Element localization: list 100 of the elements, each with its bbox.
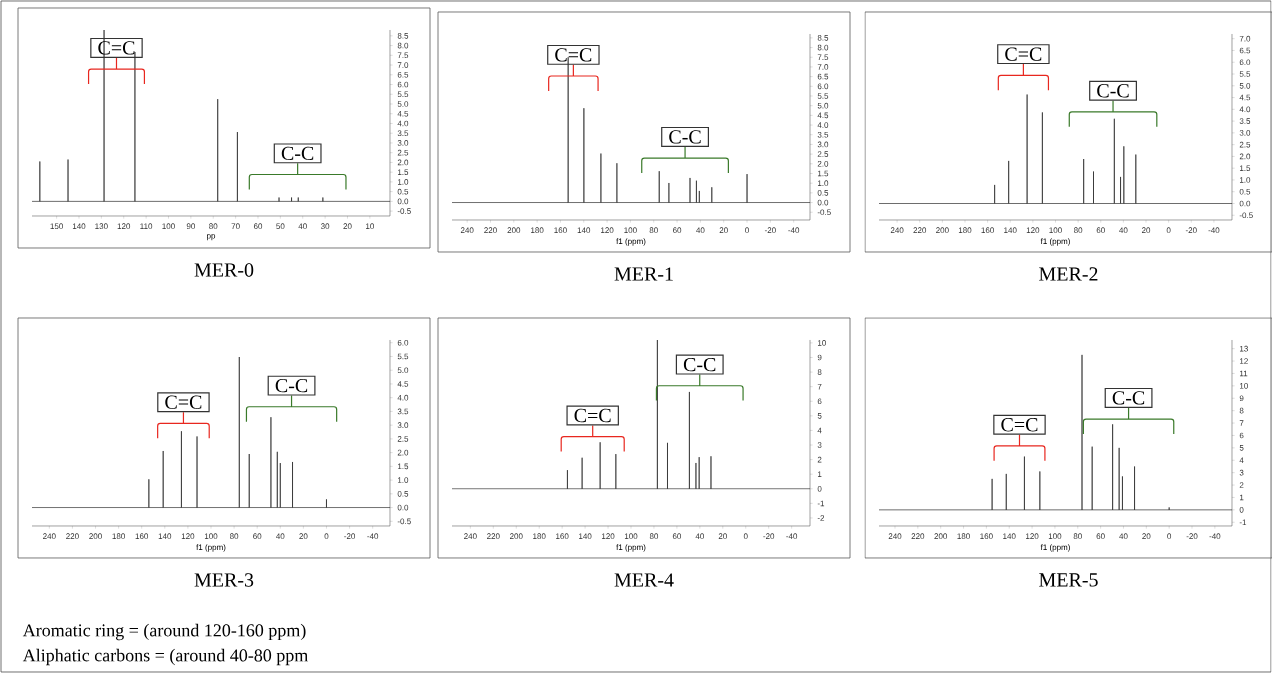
x-tick-label: 80 xyxy=(1073,533,1082,540)
x-axis-title: f1 (ppm) xyxy=(616,238,646,246)
y-tick-label: 8 xyxy=(817,369,822,375)
line-series xyxy=(879,354,1232,511)
x-tick-label: 220 xyxy=(913,227,927,234)
y-tick-label: 0.0 xyxy=(817,199,829,206)
x-tick-label: 120 xyxy=(1026,533,1039,540)
x-tick-label: 60 xyxy=(253,533,262,540)
y-tick-label: 6.5 xyxy=(817,73,829,80)
x-tick-label: 130 xyxy=(95,223,108,230)
annotation: C=C xyxy=(1001,417,1038,432)
x-tick-label: 180 xyxy=(958,227,972,234)
y-tick-label: -0.5 xyxy=(397,208,411,214)
y-tick-label: 1.5 xyxy=(817,170,829,177)
y-tick-label: 5.5 xyxy=(397,91,409,98)
y-tick-label: 4.0 xyxy=(817,122,829,128)
x-tick-label: 140 xyxy=(1004,227,1017,234)
y-tick-label: 2.5 xyxy=(817,151,829,157)
y-tick-label: 4 xyxy=(1239,457,1244,464)
text: MER-1 xyxy=(614,267,673,281)
text: Aromatic ring = (around 120-160 ppm) xyxy=(22,623,306,641)
y-tick-label: 2.0 xyxy=(1239,153,1251,160)
annotation: C=C xyxy=(574,408,611,423)
y-tick-label: 3.5 xyxy=(1239,118,1251,124)
y-tick-label: 3.5 xyxy=(397,130,409,137)
x-tick-label: 100 xyxy=(624,533,638,540)
y-tick-label: 4.0 xyxy=(1239,106,1251,113)
x-tick-label: 100 xyxy=(1048,533,1062,540)
x-tick-label: 200 xyxy=(509,533,523,540)
annotation: C=C xyxy=(1005,47,1042,61)
y-tick-label: 3.5 xyxy=(397,408,409,415)
y-tick-label: 3.0 xyxy=(1239,130,1251,136)
y-tick-label: 1.5 xyxy=(397,169,409,175)
y-tick-label: 2 xyxy=(817,456,822,463)
x-tick-label: -40 xyxy=(367,533,379,540)
y-tick-label: 7.0 xyxy=(1239,35,1251,42)
x-axis-title: pp xyxy=(207,234,216,241)
x-tick-label: 40 xyxy=(696,227,705,234)
x-tick-label: 30 xyxy=(320,223,330,230)
x-tick-label: 20 xyxy=(719,227,728,234)
y-tick-label: -0.5 xyxy=(397,518,411,525)
x-tick-label: -20 xyxy=(1185,227,1197,234)
y-tick-label: 5 xyxy=(1239,445,1244,451)
y-tick-label: 3.5 xyxy=(817,131,829,138)
y-tick-label: 6.0 xyxy=(1239,59,1251,66)
x-tick-label: 220 xyxy=(484,227,497,234)
y-tick-label: -1 xyxy=(1239,519,1247,526)
y-tick-label: 3.0 xyxy=(817,141,829,148)
annotation: C-C xyxy=(669,130,701,144)
y-tick-label: 4 xyxy=(817,427,822,434)
y-tick-label: -2 xyxy=(817,515,825,521)
y-tick-label: 5.0 xyxy=(397,101,409,107)
x-tick-label: 60 xyxy=(1096,533,1105,540)
x-tick-label: 140 xyxy=(579,533,592,540)
y-tick-label: 2.0 xyxy=(817,160,829,167)
x-tick-label: 160 xyxy=(135,533,149,540)
x-tick-label: 220 xyxy=(487,533,500,540)
x-tick-label: 40 xyxy=(1119,533,1128,540)
y-tick-label: 5 xyxy=(817,413,822,419)
x-tick-label: 120 xyxy=(181,533,195,540)
y-tick-label: 0 xyxy=(1239,507,1244,513)
y-tick-label: 6.5 xyxy=(1239,47,1251,54)
y-tick-label: 8.0 xyxy=(397,42,409,49)
y-tick-label: 7 xyxy=(817,383,822,390)
y-tick-label: 3 xyxy=(1239,469,1244,476)
y-tick-label: 4.5 xyxy=(397,110,409,117)
x-tick-label: 200 xyxy=(89,533,102,540)
line-series xyxy=(452,339,810,490)
x-tick-label: 140 xyxy=(577,227,591,234)
x-tick-label: 140 xyxy=(72,223,86,230)
annotation: C-C xyxy=(1112,391,1145,405)
y-tick-label: 6.0 xyxy=(397,339,409,346)
y-tick-label: 3 xyxy=(817,442,822,448)
y-tick-label: 2 xyxy=(1239,482,1244,488)
x-tick-label: 70 xyxy=(231,223,240,230)
x-tick-label: -20 xyxy=(764,227,776,234)
y-tick-label: 1.0 xyxy=(817,180,829,187)
y-tick-label: 2.0 xyxy=(397,159,409,166)
y-tick-label: 6.0 xyxy=(817,83,829,90)
x-tick-label: 0 xyxy=(1166,227,1171,234)
x-tick-label: 80 xyxy=(1074,227,1083,234)
text: MER-5 xyxy=(1039,573,1098,587)
y-tick-label: 9 xyxy=(817,354,822,361)
y-tick-label: 1 xyxy=(1239,494,1244,501)
x-tick-label: -40 xyxy=(786,533,798,540)
x-tick-label: 20 xyxy=(299,533,308,540)
y-tick-label: 2.5 xyxy=(397,436,409,442)
x-tick-label: 0 xyxy=(324,533,329,540)
y-tick-label: 0.5 xyxy=(1239,188,1251,195)
x-tick-label: 240 xyxy=(460,227,474,234)
x-tick-label: 240 xyxy=(464,533,477,540)
x-tick-label: 240 xyxy=(888,533,902,540)
line-series xyxy=(32,29,390,202)
y-tick-label: 6 xyxy=(1239,432,1244,439)
x-tick-label: 140 xyxy=(1003,533,1016,540)
x-axis-title: f1 (ppm) xyxy=(196,544,226,552)
y-tick-label: 8.5 xyxy=(397,33,409,39)
x-tick-label: 60 xyxy=(672,533,682,540)
y-tick-label: 4.5 xyxy=(397,381,409,387)
y-tick-label: 3.0 xyxy=(397,422,409,428)
